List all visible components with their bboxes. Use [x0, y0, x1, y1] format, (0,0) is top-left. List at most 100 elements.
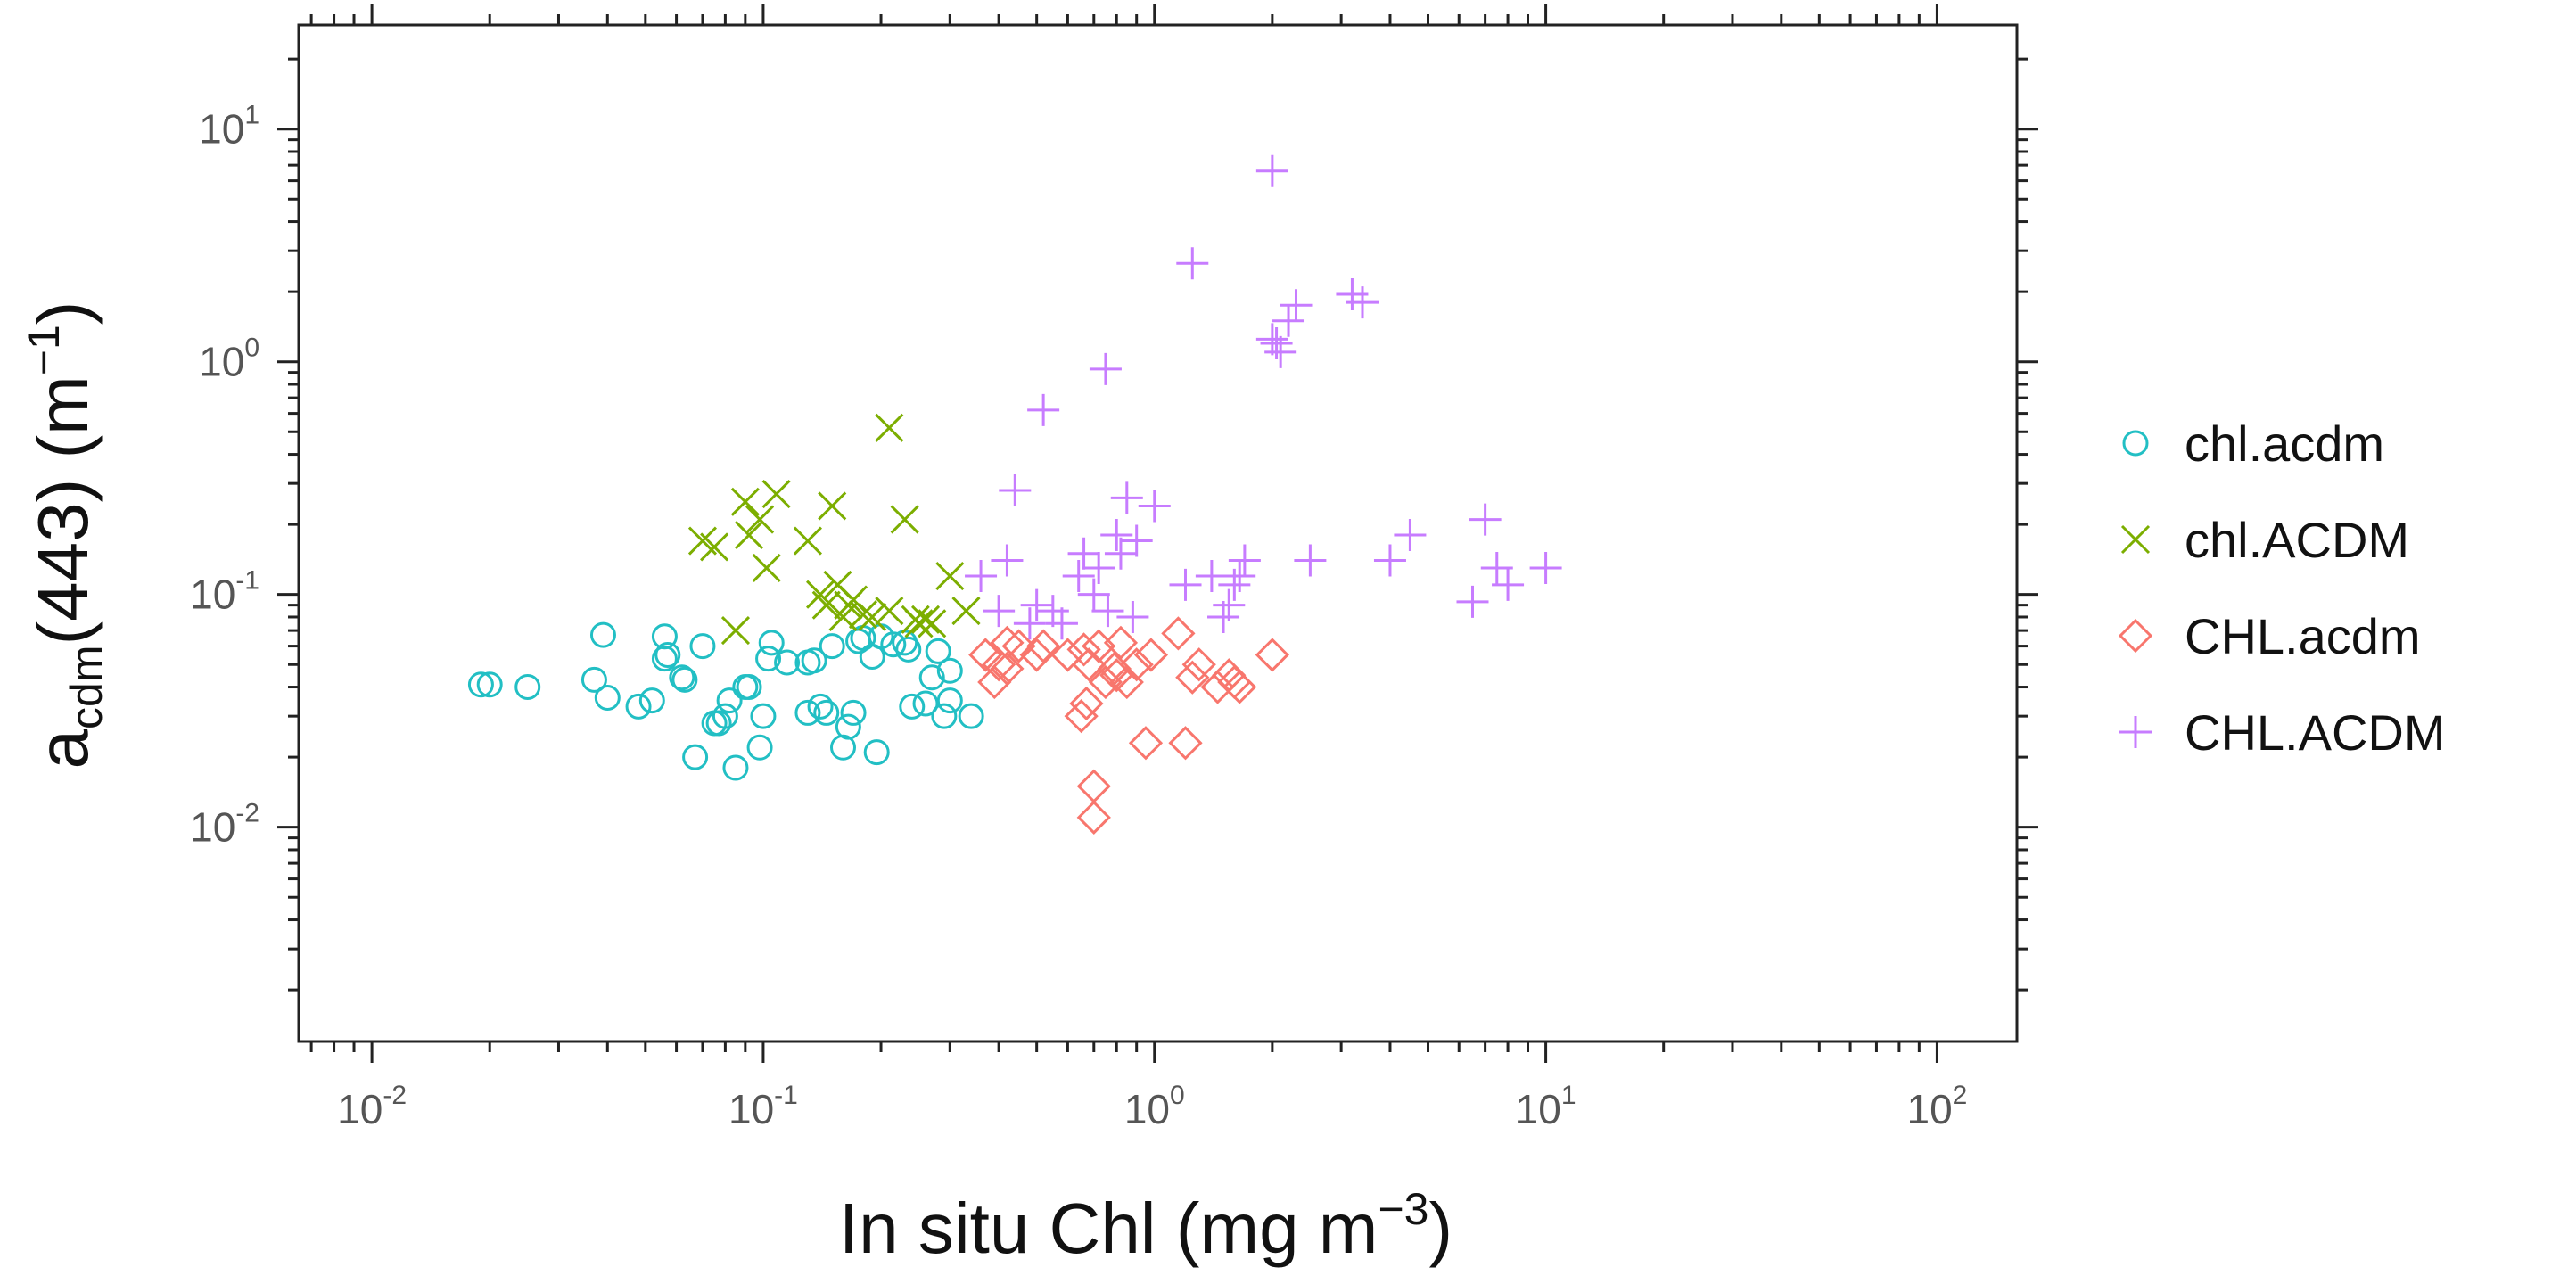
series-chl-acdm — [965, 154, 1562, 640]
data-point — [1133, 638, 1169, 672]
series-chl-acdm — [687, 413, 981, 646]
data-point — [669, 664, 695, 691]
data-point — [1175, 660, 1210, 695]
y-axis-title-mid: (443) (m — [23, 375, 103, 645]
y-tick-label: 10-2 — [190, 799, 259, 851]
data-point — [1346, 286, 1379, 319]
data-point — [1138, 490, 1171, 523]
data-point — [594, 684, 621, 711]
x-axis-title-main: In situ Chl (mg m — [839, 1189, 1379, 1268]
data-point — [734, 521, 764, 550]
data-point — [895, 636, 922, 663]
data-point — [901, 605, 930, 634]
y-tick-label: 101 — [199, 101, 259, 152]
data-point — [746, 734, 773, 761]
y-axis-title-close: ) — [23, 301, 103, 325]
data-point — [951, 597, 981, 626]
data-point — [991, 544, 1024, 577]
data-point — [745, 505, 775, 534]
data-point — [1104, 537, 1137, 570]
data-point — [818, 491, 847, 521]
legend-label: chl.acdm — [2185, 416, 2384, 472]
data-point — [899, 693, 926, 720]
data-point — [835, 713, 861, 740]
data-point — [1091, 595, 1124, 628]
data-point — [1272, 304, 1305, 337]
data-point — [875, 413, 904, 442]
data-point — [1076, 769, 1111, 803]
data-point — [1077, 578, 1110, 611]
data-point — [1168, 726, 1203, 761]
data-point — [1013, 607, 1046, 640]
y-axis-title-exponent: −1 — [19, 325, 69, 375]
data-point — [936, 657, 963, 684]
data-point — [983, 595, 1016, 628]
y-axis-title: acdm(443) (m−1) — [19, 301, 111, 770]
data-point — [651, 646, 678, 672]
data-point — [1255, 638, 1289, 672]
data-point — [736, 674, 762, 701]
data-point — [1176, 247, 1209, 280]
data-point — [935, 561, 965, 591]
legend-item: CHL.acdm — [2118, 608, 2421, 664]
data-point — [925, 638, 951, 664]
data-point — [1280, 289, 1313, 322]
data-point — [1212, 658, 1247, 693]
data-point — [700, 532, 729, 562]
data-point — [1294, 544, 1327, 577]
y-axis-title-subscript: cdm — [62, 645, 111, 728]
data-point — [1373, 544, 1406, 577]
legend-marker — [2122, 430, 2149, 457]
data-point — [1026, 629, 1061, 663]
data-point — [1255, 323, 1288, 356]
x-axis-title-exponent: −3 — [1378, 1184, 1428, 1234]
data-point — [1036, 595, 1069, 628]
data-point — [1469, 503, 1502, 536]
data-point — [936, 687, 963, 714]
legend-marker — [2120, 524, 2151, 555]
data-point — [1394, 519, 1427, 552]
data-point — [1480, 551, 1513, 584]
data-point — [1027, 393, 1060, 426]
data-point — [1223, 560, 1256, 593]
data-point — [848, 600, 878, 630]
data-point — [1019, 638, 1054, 672]
data-point — [705, 710, 732, 737]
series-chl-acdm — [467, 621, 984, 781]
data-point — [761, 480, 791, 509]
data-point — [863, 739, 890, 766]
x-axis-title: In situ Chl (mg m−3) — [839, 1184, 1453, 1268]
data-point — [1195, 560, 1228, 593]
legend-item: chl.ACDM — [2120, 512, 2409, 568]
data-point — [918, 609, 947, 638]
data-point — [758, 630, 785, 656]
x-axis-title-close: ) — [1428, 1189, 1453, 1268]
y-axis-title-main: a — [23, 728, 103, 769]
data-point — [720, 616, 751, 646]
data-point — [1218, 568, 1251, 601]
data-point — [875, 597, 904, 626]
data-point — [689, 633, 716, 660]
data-point — [1222, 670, 1257, 704]
data-point — [793, 526, 822, 556]
data-point — [918, 664, 945, 691]
data-point — [807, 693, 834, 720]
data-point — [990, 651, 1025, 686]
data-point — [1097, 651, 1132, 686]
data-point — [880, 631, 907, 658]
data-point — [1456, 585, 1489, 618]
x-tick-label: 102 — [1906, 1081, 1967, 1132]
x-tick-label: 10-2 — [337, 1081, 407, 1132]
data-point — [990, 625, 1025, 660]
data-point — [1228, 544, 1261, 577]
x-tick-label: 100 — [1124, 1081, 1185, 1132]
data-point — [580, 666, 607, 693]
legend-label: CHL.ACDM — [2185, 704, 2445, 761]
data-point — [476, 671, 503, 698]
data-point — [1066, 632, 1101, 667]
data-point — [931, 703, 958, 729]
series-chl-acdm — [968, 616, 1289, 835]
legend: chl.acdm chl.ACDM CHL.acdm CHL.ACDM — [2118, 416, 2445, 761]
x-tick-label: 10-1 — [728, 1081, 798, 1132]
data-point — [1064, 699, 1099, 734]
